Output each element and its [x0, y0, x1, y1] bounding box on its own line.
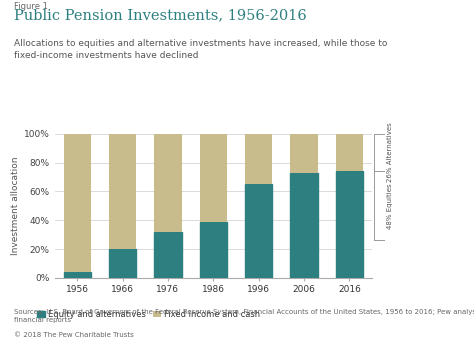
- Bar: [64, 272, 91, 278]
- Bar: [155, 134, 182, 232]
- Text: 48% Equities: 48% Equities: [387, 183, 392, 229]
- Bar: [109, 134, 136, 249]
- Text: Public Pension Investments, 1956-2016: Public Pension Investments, 1956-2016: [14, 9, 307, 23]
- Bar: [64, 134, 91, 272]
- Bar: [336, 134, 363, 171]
- Text: Sources: U.S. Board of Governors of the Federal Reserve System, Financial Accoun: Sources: U.S. Board of Governors of the …: [14, 309, 474, 323]
- Bar: [291, 173, 318, 278]
- Bar: [336, 171, 363, 278]
- Bar: [245, 184, 272, 278]
- Bar: [200, 222, 227, 278]
- Text: © 2018 The Pew Charitable Trusts: © 2018 The Pew Charitable Trusts: [14, 332, 134, 338]
- Text: 26% Alternatives: 26% Alternatives: [387, 123, 392, 182]
- Text: Figure 1: Figure 1: [14, 2, 48, 11]
- Bar: [200, 134, 227, 222]
- Bar: [109, 249, 136, 278]
- Y-axis label: Investment allocation: Investment allocation: [10, 156, 19, 255]
- Bar: [155, 232, 182, 278]
- Bar: [245, 134, 272, 184]
- Bar: [291, 134, 318, 173]
- Legend: Equity and alternatives, Fixed income and cash: Equity and alternatives, Fixed income an…: [33, 307, 264, 322]
- Text: Allocations to equities and alternative investments have increased, while those : Allocations to equities and alternative …: [14, 39, 388, 60]
